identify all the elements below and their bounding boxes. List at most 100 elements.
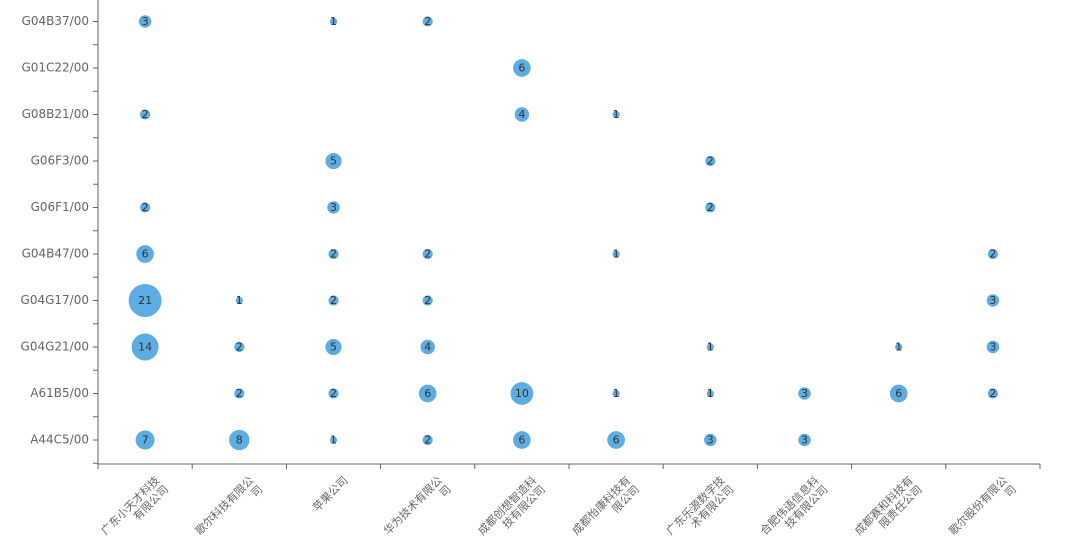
bubble[interactable]	[513, 431, 531, 449]
bubble-value-label: 1	[613, 387, 620, 400]
bubble[interactable]	[987, 388, 998, 399]
bubble[interactable]	[329, 17, 338, 26]
bubble[interactable]	[234, 341, 245, 353]
bubble[interactable]	[140, 109, 151, 120]
bubble[interactable]	[135, 430, 155, 450]
bubble[interactable]	[422, 434, 433, 446]
bubble-value-label: 3	[989, 294, 996, 307]
bubble[interactable]	[510, 382, 534, 405]
y-axis-labels: A44C5/00 A61B5/00 G04G21/00 G04G17/00 G04B47…	[21, 14, 89, 447]
bubble[interactable]	[140, 202, 151, 213]
bubble-value-label: 2	[236, 387, 243, 400]
x-tick-label: 合肥伟语信息科技有限公司	[757, 473, 830, 543]
bubble[interactable]	[612, 250, 620, 258]
bubble[interactable]	[986, 340, 1000, 354]
bubble[interactable]	[138, 15, 152, 28]
bubble[interactable]	[327, 201, 340, 214]
bubble-value-label: 3	[801, 387, 808, 400]
bubble[interactable]	[889, 384, 908, 403]
bubble-value-label: 1	[707, 387, 714, 400]
bubble[interactable]	[798, 433, 811, 447]
bubble-value-label: 3	[707, 434, 714, 447]
y-tick-label: G08B21/00	[22, 107, 89, 121]
bubble[interactable]	[986, 294, 1000, 307]
bubble[interactable]	[325, 152, 342, 170]
bubble-value-label: 2	[330, 248, 337, 261]
bubble-value-label: 4	[518, 108, 525, 121]
bubble-value-label: 2	[424, 434, 431, 447]
bubble-value-label: 3	[801, 434, 808, 447]
x-tick-label: 广东小天才科技有限公司	[98, 473, 171, 543]
bubble-value-label: 2	[330, 294, 337, 307]
bubble[interactable]	[514, 107, 530, 122]
bubble-value-label: 5	[330, 341, 337, 354]
bubble-value-label: 3	[142, 15, 149, 28]
bubble-value-label: 2	[989, 248, 996, 261]
bubble-value-label: 1	[613, 108, 620, 121]
axes	[93, 0, 1041, 469]
bubble[interactable]	[328, 295, 339, 306]
x-tick-label: 成都创想智造科技有限公司	[475, 473, 548, 543]
bubble[interactable]	[706, 343, 714, 351]
x-tick-label: 歌尔科技有限公司	[192, 473, 265, 543]
bubble[interactable]	[128, 284, 162, 317]
bubble-value-label: 1	[707, 341, 714, 354]
bubble-value-label: 2	[424, 294, 431, 307]
bubble[interactable]	[235, 296, 243, 305]
y-tick-label: G04B37/00	[22, 14, 89, 28]
bubble[interactable]	[418, 384, 437, 403]
bubble-value-label: 2	[424, 15, 431, 28]
bubble-value-label: 1	[236, 294, 243, 307]
bubble-value-label: 6	[895, 387, 902, 400]
bubble[interactable]	[422, 248, 433, 260]
bubble[interactable]	[706, 389, 714, 398]
bubbles: 3 1 262 4 15 22 3 26 2 2 1 221 1 2 2 314 2 5 4 1 1 32 2 6 10 1 1 3 6…	[128, 15, 1000, 451]
bubble-value-label: 1	[330, 15, 337, 28]
bubble-value-label: 5	[330, 155, 337, 168]
x-tick-label: 成都怡康科技有限公司	[569, 473, 642, 543]
bubble[interactable]	[705, 202, 716, 213]
bubble-value-label: 21	[138, 294, 152, 307]
bubble[interactable]	[987, 248, 998, 260]
bubble-value-label: 1	[895, 341, 902, 354]
bubble[interactable]	[131, 333, 159, 361]
bubble[interactable]	[607, 431, 625, 449]
y-tick-label: A61B5/00	[30, 386, 89, 400]
bubble[interactable]	[422, 16, 433, 27]
bubble[interactable]	[234, 388, 245, 399]
bubble[interactable]	[422, 295, 433, 306]
y-tick-label: G04B47/00	[22, 247, 89, 261]
x-tick-label: 苹果公司	[310, 473, 351, 514]
bubble[interactable]	[612, 110, 620, 119]
bubble[interactable]	[329, 436, 338, 444]
bubble-value-label: 4	[424, 341, 431, 354]
bubble-value-label: 3	[330, 201, 337, 214]
bubble[interactable]	[136, 245, 154, 263]
bubble[interactable]	[798, 387, 811, 400]
bubble[interactable]	[513, 59, 531, 77]
bubble[interactable]	[328, 248, 339, 260]
bubble[interactable]	[612, 389, 620, 398]
bubble[interactable]	[420, 339, 435, 355]
x-tick-label: 华为技术有限公司	[380, 473, 453, 543]
bubble[interactable]	[705, 155, 716, 167]
bubble-value-label: 7	[142, 434, 149, 447]
y-tick-label: G04G17/00	[21, 293, 89, 307]
bubble-value-label: 2	[142, 108, 149, 121]
bubble-value-label: 10	[515, 387, 529, 400]
bubble-value-label: 6	[424, 387, 431, 400]
bubble[interactable]	[895, 343, 903, 351]
bubble-value-label: 2	[707, 155, 714, 168]
y-tick-label: G06F3/00	[31, 154, 89, 168]
y-tick-label: G06F1/00	[31, 200, 89, 214]
x-tick-label: 成都赛和科技有限责任公司	[851, 473, 924, 543]
bubble[interactable]	[325, 338, 342, 356]
bubble-value-label: 1	[330, 434, 337, 447]
bubble[interactable]	[328, 388, 339, 399]
bubble[interactable]	[229, 429, 250, 451]
bubble[interactable]	[704, 433, 717, 447]
x-tick-label: 广东乐源数字技术有限公司	[663, 473, 736, 543]
bubble-value-label: 6	[518, 62, 525, 75]
bubble-value-label: 2	[330, 387, 337, 400]
